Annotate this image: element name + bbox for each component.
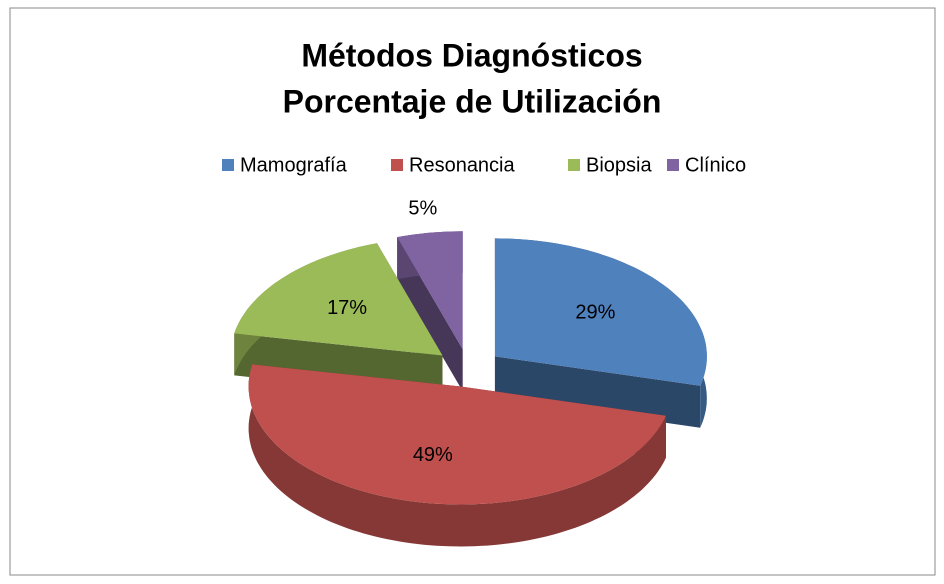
slice-top (248, 364, 666, 505)
legend-swatch (667, 159, 679, 171)
legend-label: Resonancia (409, 154, 516, 176)
legend-swatch (222, 159, 234, 171)
slice (397, 231, 463, 392)
data-label: 5% (408, 198, 437, 220)
slice-side (494, 356, 701, 428)
legend-label: Mamografía (240, 154, 348, 176)
slice-top (397, 231, 463, 350)
data-label: 29% (575, 301, 615, 323)
legend-label: Biopsia (586, 154, 652, 176)
slice-top (234, 243, 443, 356)
legend-label: Clínico (685, 154, 746, 176)
slice-side (248, 364, 666, 547)
legend-swatch (568, 159, 580, 171)
chart-subtitle: Porcentaje de Utilización (283, 83, 662, 119)
slice (494, 238, 707, 428)
data-label: 49% (413, 444, 453, 466)
chart-title: Métodos Diagnósticos (301, 37, 642, 73)
slice-top (494, 238, 707, 386)
slice (248, 364, 666, 547)
legend-swatch (391, 159, 403, 171)
data-label: 17% (327, 297, 367, 319)
